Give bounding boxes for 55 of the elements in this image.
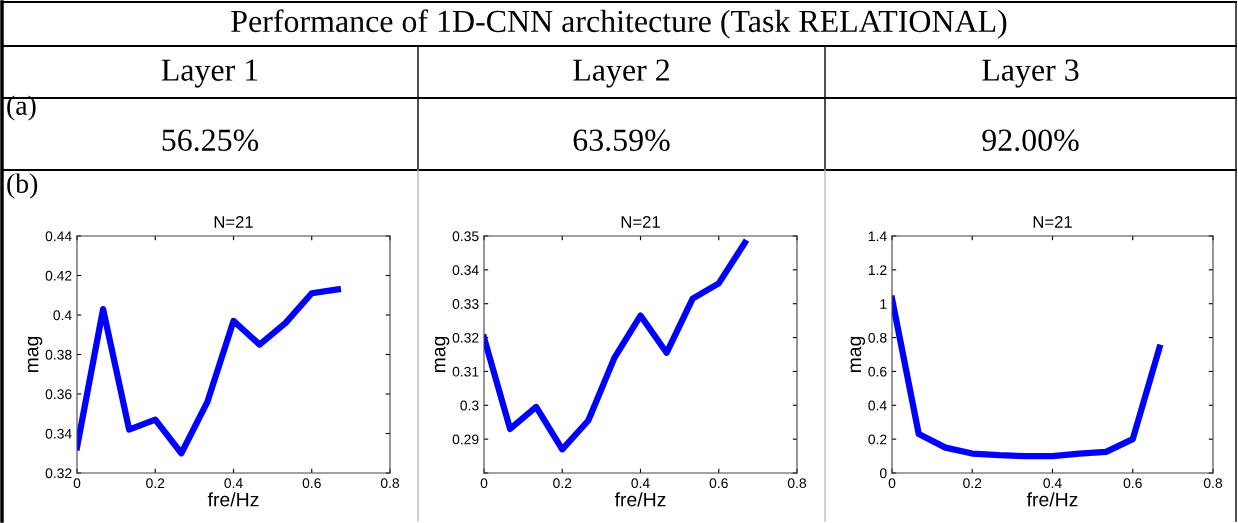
y-tick-label: 0.42	[45, 270, 72, 281]
category-label: Layer 1	[161, 59, 258, 88]
x-tick-label: 0.8	[787, 478, 807, 489]
x-tick-label: 0.4	[631, 478, 650, 489]
x-tick-label: 0.2	[553, 478, 572, 489]
y-tick-label: 0.32	[452, 332, 479, 343]
x-tick-label: 0.2	[146, 478, 165, 489]
x-tick-label: 0	[73, 478, 81, 489]
y-tick-label: 0.4	[868, 400, 887, 411]
x-tick-label: 0.4	[1043, 478, 1062, 489]
y-tick-label: 1	[880, 299, 887, 309]
chart-title: N=21	[621, 216, 660, 228]
x-axis-title: fre/Hz	[614, 492, 666, 507]
y-tick-label: 1.4	[868, 231, 887, 242]
text: 56.25%	[162, 129, 259, 152]
x-tick-label: 0.6	[302, 478, 321, 489]
y-tick-label: 0.4	[53, 310, 72, 321]
text: (a)	[7, 95, 36, 121]
y-tick-label: 0.38	[45, 349, 72, 360]
y-tick-label: 0.34	[45, 428, 72, 439]
y-axis-title: mag	[434, 336, 450, 373]
category-label: Layer 2	[573, 59, 669, 88]
y-axis-title: mag	[850, 336, 866, 373]
category-label: Layer 3	[982, 59, 1079, 88]
x-axis-title: fre/Hz	[207, 492, 259, 507]
x-tick-label: 0.2	[963, 478, 982, 489]
y-tick-label: 0.36	[45, 389, 72, 400]
y-tick-label: 0.34	[452, 265, 479, 276]
y-tick-label: 0.44	[45, 231, 72, 242]
y-tick-label: 0	[879, 468, 887, 479]
x-axis-title: fre/Hz	[1026, 492, 1078, 507]
chart-title: N=21	[1033, 216, 1072, 228]
x-tick-label: 0.6	[1123, 478, 1142, 489]
y-tick-label: 0.6	[868, 366, 887, 377]
y-tick-label: 0.32	[45, 468, 72, 479]
y-tick-label: 0.33	[452, 299, 479, 309]
y-tick-label: 0.29	[452, 434, 479, 445]
chart-title: N=21	[214, 216, 253, 228]
y-tick-label: 0.35	[452, 231, 479, 242]
text: 63.59%	[573, 129, 670, 152]
y-tick-label: 0.31	[452, 366, 479, 377]
x-tick-label: 0.6	[709, 478, 728, 489]
x-tick-label: 0.4	[224, 478, 243, 489]
text: 92.00%	[982, 129, 1079, 152]
x-tick-label: 0	[480, 478, 488, 489]
x-tick-label: 0	[888, 478, 896, 489]
y-tick-label: 0.2	[868, 434, 887, 445]
text: Performance of 1D-CNN architecture (Task RELATIONAL)	[231, 9, 1007, 39]
y-tick-label: 0.3	[460, 400, 479, 411]
text: (b)	[7, 173, 38, 199]
y-tick-label: 0.8	[868, 332, 887, 343]
y-axis-title: mag	[27, 336, 43, 373]
y-tick-label: 1.2	[868, 265, 887, 275]
x-tick-label: 0.8	[1203, 478, 1223, 489]
x-tick-label: 0.8	[380, 478, 400, 489]
